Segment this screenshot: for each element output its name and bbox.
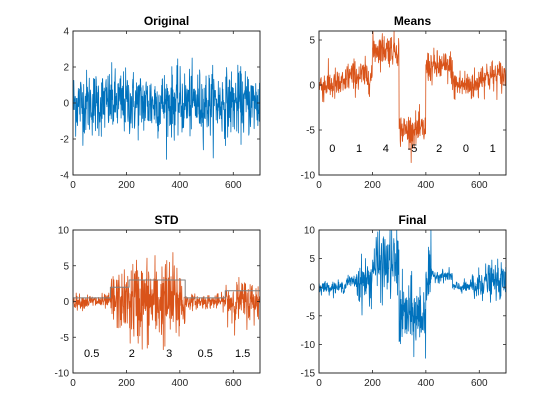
y-tick-label: 5 xyxy=(309,254,315,265)
series-group xyxy=(319,31,506,163)
plot-area xyxy=(318,229,507,374)
x-tick-label: 200 xyxy=(364,378,381,389)
subplot-final: Final 0 200 400 600 -15 -10 -5 0 5 10 xyxy=(301,213,507,389)
segment-annotation: 1.5 xyxy=(235,348,250,360)
y-tick-label: -5 xyxy=(60,333,69,344)
title-original: Original xyxy=(144,14,189,28)
x-tick-label: 0 xyxy=(70,180,76,191)
segment-annotation: -5 xyxy=(408,143,418,155)
series-group xyxy=(73,252,260,351)
x-tick-label: 200 xyxy=(118,180,135,191)
segment-annotation: 4 xyxy=(383,143,389,155)
y-tick-label: 0 xyxy=(63,99,69,110)
y-tick-label: 5 xyxy=(309,36,315,47)
segment-annotation: 0.5 xyxy=(198,348,213,360)
x-tick-label: 200 xyxy=(118,378,135,389)
axes-frame xyxy=(318,229,507,374)
axes-frame xyxy=(318,30,507,176)
title-means: Means xyxy=(394,14,432,28)
y-tick-label: -10 xyxy=(301,171,316,182)
x-tick-label: 200 xyxy=(364,180,381,191)
y-tick-label: 2 xyxy=(63,63,69,74)
y-tick-label: 4 xyxy=(63,27,69,38)
series-group xyxy=(73,57,260,160)
x-tick-label: 0 xyxy=(316,180,322,191)
segment-annotation: 0 xyxy=(329,143,335,155)
y-tick-label: 10 xyxy=(58,226,70,237)
segment-annotation: 2 xyxy=(436,143,442,155)
x-tick-label: 400 xyxy=(418,378,435,389)
y-tick-label: -10 xyxy=(301,340,316,351)
std-step-line xyxy=(73,279,260,299)
y-tick-label: -5 xyxy=(306,311,315,322)
y-tick-label: 0 xyxy=(309,283,315,294)
plot-area xyxy=(318,30,507,176)
y-tick-label: -15 xyxy=(301,369,316,380)
y-tick-label: 10 xyxy=(304,226,316,237)
x-tick-label: 0 xyxy=(316,378,322,389)
y-tick-label: 0 xyxy=(309,81,315,92)
segment-annotation: 0.5 xyxy=(84,348,99,360)
signal-line xyxy=(73,57,260,160)
subplot-original: Original 0 200 400 600 -4 -2 0 2 4 xyxy=(60,14,261,191)
x-tick-label: 400 xyxy=(172,378,189,389)
y-tick-label: -4 xyxy=(60,171,69,182)
x-tick-label: 400 xyxy=(172,180,189,191)
segment-annotation: 2 xyxy=(129,348,135,360)
y-tick-label: 0 xyxy=(63,297,69,308)
signal-line xyxy=(73,252,260,351)
x-tick-label: 400 xyxy=(418,180,435,191)
title-final: Final xyxy=(398,213,426,227)
segment-annotation: 0 xyxy=(463,143,469,155)
subplot-means: Means 0 200 400 600 -10 -5 0 5 0 1 4 -5 2 0 1 xyxy=(301,14,507,191)
signal-line xyxy=(319,31,506,163)
title-std: STD xyxy=(155,213,179,227)
x-tick-label: 600 xyxy=(225,180,242,191)
y-tick-label: -5 xyxy=(306,126,315,137)
x-tick-label: 600 xyxy=(471,378,488,389)
x-tick-label: 600 xyxy=(225,378,242,389)
x-tick-label: 0 xyxy=(70,378,76,389)
segment-annotation: 3 xyxy=(166,348,172,360)
x-tick-label: 600 xyxy=(471,180,488,191)
signal-line xyxy=(319,230,506,359)
series-group xyxy=(319,230,506,359)
y-tick-label: 5 xyxy=(63,261,69,272)
segment-annotation: 1 xyxy=(490,143,496,155)
subplot-std: STD 0 200 400 600 -10 -5 0 5 10 0.5 2 3 0.5 1.5 xyxy=(55,213,261,389)
segment-annotation: 1 xyxy=(356,143,362,155)
y-tick-label: -10 xyxy=(55,369,70,380)
y-tick-label: -2 xyxy=(60,135,69,146)
